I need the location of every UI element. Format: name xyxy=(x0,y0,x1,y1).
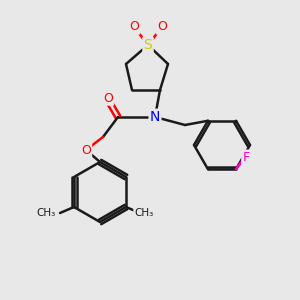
Text: N: N xyxy=(150,110,160,124)
Text: F: F xyxy=(242,151,250,164)
Text: S: S xyxy=(144,38,152,52)
Text: O: O xyxy=(103,92,113,104)
Text: O: O xyxy=(129,20,139,34)
Text: O: O xyxy=(81,143,91,157)
Text: CH₃: CH₃ xyxy=(37,208,56,218)
Text: O: O xyxy=(157,20,167,34)
Text: CH₃: CH₃ xyxy=(134,208,154,218)
